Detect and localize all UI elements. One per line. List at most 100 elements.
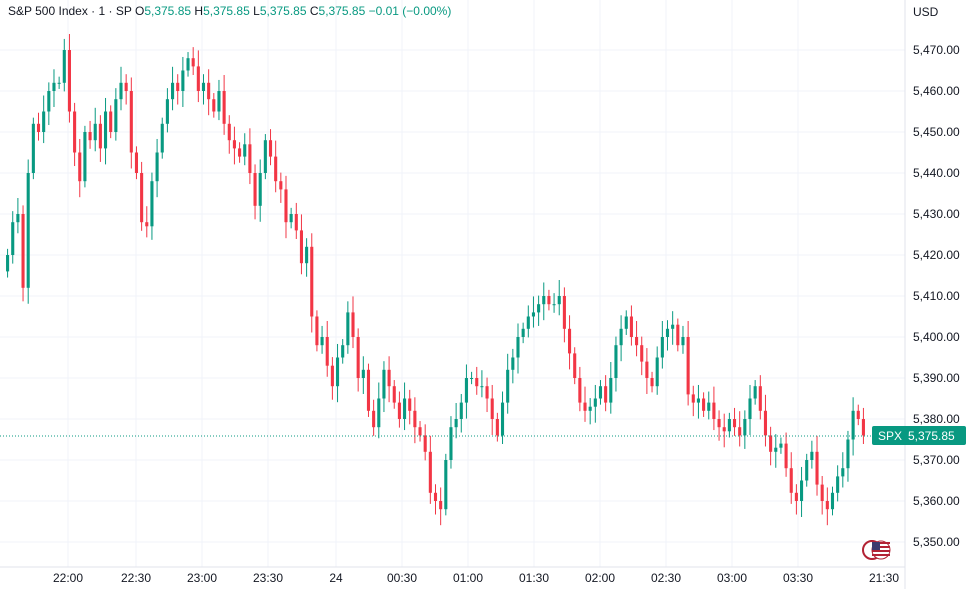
x-tick-label: 23:30 — [253, 571, 283, 585]
candle-body — [310, 246, 314, 317]
candle-body — [856, 410, 860, 419]
candle-body — [573, 353, 577, 378]
candle-body — [129, 91, 133, 153]
candle-body — [604, 386, 608, 403]
candle-body — [830, 492, 835, 510]
change-value: −0.01 (−0.00%) — [368, 4, 452, 18]
y-axis-ticks[interactable]: 5,350.00 5,360.00 5,370.00 5,380.00 5,390.00… — [913, 43, 960, 549]
close-label: C — [309, 4, 319, 18]
candle-body — [114, 99, 118, 132]
x-tick-label: 22:30 — [121, 571, 151, 585]
candle-body — [707, 402, 711, 411]
candle-body — [248, 144, 252, 173]
candle-body — [150, 181, 154, 227]
candle-body — [609, 378, 613, 403]
candle-body — [181, 70, 185, 91]
candle-body — [820, 484, 824, 501]
candle-body — [521, 328, 525, 337]
symbol-label[interactable]: S&P 500 Index · 1 · SP — [8, 4, 132, 18]
candle-body — [330, 365, 334, 387]
candle-body — [861, 419, 865, 436]
y-tick-label: 5,400.00 — [913, 330, 960, 344]
y-tick-label: 5,440.00 — [913, 166, 960, 180]
candle-body — [439, 501, 443, 510]
candle-body — [774, 447, 778, 452]
candle-body — [480, 386, 484, 388]
candle-body — [78, 152, 82, 182]
candle-body — [444, 460, 448, 510]
candle-body — [88, 132, 92, 141]
candle-body — [268, 140, 273, 157]
us-flag-icon[interactable] — [862, 538, 892, 562]
candle-body — [93, 123, 97, 141]
candle-body — [263, 140, 267, 173]
candle-body — [557, 296, 561, 305]
candle-body — [758, 386, 762, 411]
candle-body — [614, 345, 618, 378]
candle-body — [495, 419, 499, 436]
candle-body — [418, 427, 422, 436]
candle-body — [588, 406, 592, 411]
candle-body — [222, 91, 226, 124]
candle-body — [470, 378, 474, 379]
candle-body — [299, 230, 303, 264]
x-tick-label: 22:00 — [53, 571, 83, 585]
candle-body — [42, 111, 46, 132]
x-tick-label: 23:00 — [187, 571, 217, 585]
candle-body — [413, 410, 417, 428]
candle-body — [836, 476, 840, 493]
candle-body — [650, 378, 654, 387]
candle-body — [671, 324, 675, 329]
candle-body — [815, 451, 819, 485]
candle-body — [73, 111, 77, 153]
candle-body — [52, 82, 56, 91]
candle-body — [763, 410, 768, 436]
candle-body — [800, 480, 804, 501]
x-tick-label: 00:30 — [387, 571, 417, 585]
candle-body — [320, 337, 324, 346]
candle-body — [325, 337, 329, 366]
candle-body — [769, 435, 773, 452]
candle-body — [552, 304, 556, 306]
candle-body — [562, 296, 566, 329]
candle-body — [372, 410, 376, 428]
candle-body — [196, 66, 200, 91]
candle-body — [36, 123, 41, 132]
candle-body — [279, 181, 283, 190]
x-tick-label: 24 — [329, 571, 343, 585]
candle-body — [305, 246, 309, 264]
candle-body — [397, 402, 401, 419]
x-tick-label: 21:30 — [869, 571, 899, 585]
candle-body — [212, 99, 216, 112]
us-flag-icon-svg — [862, 540, 891, 560]
candle-body — [805, 460, 809, 481]
candle-body — [717, 419, 721, 428]
y-tick-label: 5,390.00 — [913, 371, 960, 385]
y-tick-label: 5,360.00 — [913, 494, 960, 508]
currency-label[interactable]: USD — [913, 5, 939, 19]
candle-body — [506, 369, 510, 403]
x-axis-ticks[interactable]: 22:00 22:30 23:00 23:30 24 00:30 01:00 01:30 02:… — [53, 571, 899, 585]
candle-body — [26, 173, 30, 288]
candle-body — [578, 378, 582, 403]
y-tick-label: 5,420.00 — [913, 248, 960, 262]
close-value: 5,375.85 — [318, 4, 366, 18]
price-tag-value: 5,375.85 — [908, 429, 955, 443]
candle-body — [500, 402, 505, 436]
candle-body — [841, 468, 845, 477]
candle-body — [62, 50, 66, 83]
high-value: 5,375.85 — [203, 4, 250, 18]
candle-body — [598, 386, 603, 399]
candle-body — [274, 156, 278, 182]
low-value: 5,375.85 — [259, 4, 307, 18]
candle-body — [748, 398, 752, 419]
candle-body — [619, 328, 623, 346]
candle-body — [542, 296, 546, 305]
candle-body — [784, 443, 788, 469]
candle-body — [547, 296, 551, 305]
candle-body — [423, 435, 427, 452]
candle-body — [119, 82, 123, 100]
candle-body — [356, 337, 360, 378]
